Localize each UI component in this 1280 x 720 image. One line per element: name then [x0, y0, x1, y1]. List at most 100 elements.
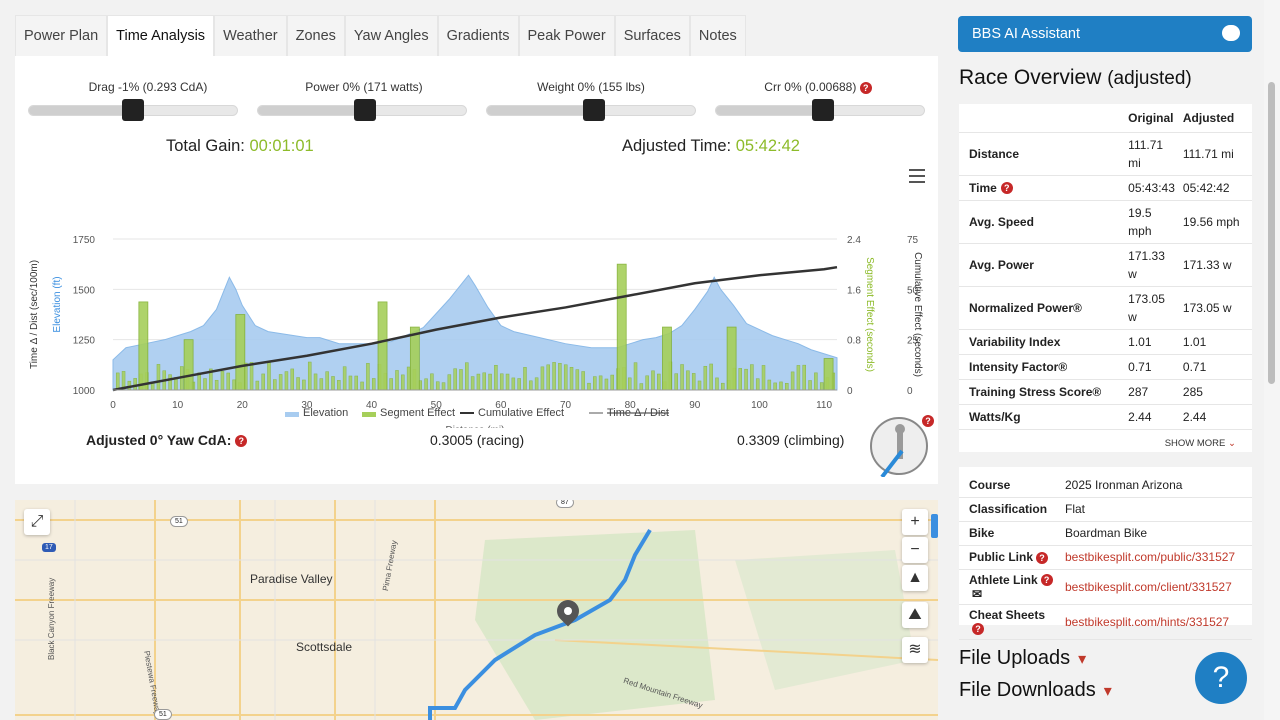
- info-row: Public Link? bestbikesplit.com/public/331…: [959, 545, 1252, 569]
- segment-effect-bar: [819, 382, 824, 391]
- crr-slider[interactable]: [715, 99, 925, 121]
- page-scrollbar[interactable]: [1264, 0, 1280, 720]
- segment-effect-bar: [319, 378, 324, 391]
- info-link[interactable]: bestbikesplit.com/public/331527: [1065, 550, 1236, 564]
- zoom-in-button[interactable]: +: [902, 509, 928, 535]
- help-icon[interactable]: ?: [859, 81, 872, 94]
- row-label: Training Stress Score®: [969, 384, 1102, 399]
- row-label-cell: Normalized Power®: [959, 286, 1124, 329]
- segment-effect-bar: [337, 380, 341, 391]
- help-icon[interactable]: ?: [1000, 182, 1013, 195]
- segment-effect-peak-bar: [409, 326, 420, 391]
- help-icon[interactable]: ?: [922, 415, 934, 427]
- power-slider[interactable]: [257, 99, 467, 121]
- segment-effect-bar: [325, 371, 329, 391]
- weight-slider-thumb[interactable]: [583, 99, 605, 121]
- crr-slider-label: Crr 0% (0.00688): [764, 80, 857, 94]
- weight-slider[interactable]: [486, 99, 696, 121]
- adjusted-value: 173.05 w: [1182, 300, 1232, 315]
- chat-icon: [1222, 25, 1240, 41]
- segment-effect-bar: [744, 368, 748, 391]
- info-link[interactable]: bestbikesplit.com/client/331527: [1065, 579, 1232, 594]
- info-label-cell: Cheat Sheets?: [959, 604, 1061, 639]
- segment-effect-bar: [755, 378, 760, 391]
- tab-gradients[interactable]: Gradients: [437, 15, 519, 56]
- segment-effect-bar: [354, 375, 359, 391]
- crr-slider-thumb[interactable]: [812, 99, 834, 121]
- segment-effect-peak-bar: [235, 314, 246, 391]
- help-icon[interactable]: ?: [972, 623, 984, 636]
- row-label-cell: Variability Index: [959, 329, 1124, 354]
- map-label-paradise-valley: Paradise Valley: [250, 572, 333, 586]
- info-label-cell: Classification: [959, 497, 1061, 521]
- y-right2-tick-label: 75: [907, 235, 919, 246]
- segment-effect-bar: [738, 368, 742, 391]
- segment-effect-bar: [226, 372, 231, 391]
- tab-power-plan[interactable]: Power Plan: [15, 15, 108, 56]
- tab-weather[interactable]: Weather: [214, 15, 287, 56]
- help-icon[interactable]: ?: [1036, 551, 1049, 564]
- info-value: 2025 Ironman Arizona: [1065, 477, 1183, 492]
- tab-notes[interactable]: Notes: [689, 15, 746, 56]
- segment-effect-bar: [802, 364, 806, 391]
- terrain-icon[interactable]: ⛰: [902, 602, 928, 628]
- legend-item: Time Δ / Dist: [607, 407, 669, 419]
- total-gain-label: Total Gain:: [166, 137, 245, 155]
- info-row: Athlete Link ? ✉ bestbikesplit.com/client/3…: [959, 569, 1252, 604]
- table-row: Watts/Kg 2.44 2.44: [959, 404, 1252, 429]
- tab-peak-power[interactable]: Peak Power: [518, 15, 615, 56]
- chart-menu-icon[interactable]: [909, 169, 925, 183]
- route-line: [428, 528, 652, 720]
- table-row: Time? 05:43:43 05:42:42: [959, 175, 1252, 200]
- adjusted-time: Adjusted Time: 05:42:42: [622, 137, 800, 156]
- tab-surfaces[interactable]: Surfaces: [614, 15, 690, 56]
- adjusted-value: 19.56 mph: [1182, 214, 1240, 229]
- info-label: Bike: [969, 526, 995, 540]
- x-tick-label: 30: [301, 400, 313, 411]
- segment-effect-bar: [459, 369, 463, 391]
- help-fab-button[interactable]: ?: [1195, 652, 1247, 704]
- segment-effect-bar: [505, 373, 510, 391]
- power-slider-thumb[interactable]: [354, 99, 376, 121]
- zoom-out-button[interactable]: −: [902, 537, 928, 563]
- segment-effect-bar: [657, 373, 661, 391]
- drag-slider-thumb[interactable]: [122, 99, 144, 121]
- info-row: Cheat Sheets? bestbikesplit.com/hints/331…: [959, 604, 1252, 639]
- info-label: Public Link: [969, 550, 1034, 564]
- yaw-rider-icon[interactable]: [870, 417, 928, 479]
- y-tick-label: 1500: [73, 285, 96, 296]
- chevron-down-icon: ⌄: [1228, 437, 1236, 449]
- scrollbar-thumb[interactable]: [1268, 82, 1275, 384]
- show-more-button[interactable]: SHOW MORE ⌄: [959, 430, 1252, 449]
- layers-icon[interactable]: ≋: [902, 637, 928, 663]
- file-uploads-toggle[interactable]: File Uploads ▾: [959, 647, 1086, 670]
- segment-effect-bar: [342, 366, 347, 391]
- map-side-handle[interactable]: [931, 514, 938, 538]
- ai-assistant-button[interactable]: BBS AI Assistant: [958, 16, 1252, 52]
- tab-time-analysis[interactable]: Time Analysis: [107, 15, 215, 56]
- mail-icon[interactable]: ✉: [972, 586, 983, 601]
- segment-effect-bar: [406, 366, 411, 391]
- file-downloads-toggle[interactable]: File Downloads ▾: [959, 679, 1112, 702]
- segment-effect-bar: [488, 373, 492, 391]
- y-right2-tick-label: 0: [907, 386, 913, 397]
- info-link[interactable]: bestbikesplit.com/hints/331527: [1065, 614, 1230, 629]
- table-row: Variability Index 1.01 1.01: [959, 329, 1252, 354]
- y-axis-label-segment: Segment Effect (seconds): [864, 257, 875, 372]
- segment-effect-bar: [465, 362, 469, 391]
- adjusted-time-value: 05:42:42: [735, 137, 800, 155]
- drag-slider[interactable]: [28, 99, 238, 121]
- fullscreen-icon[interactable]: ⤢: [24, 509, 50, 535]
- row-label: Distance: [969, 146, 1020, 161]
- route-map[interactable]: Paradise Valley Scottsdale Pima Freeway …: [15, 500, 938, 720]
- help-icon[interactable]: ?: [235, 435, 248, 448]
- info-label-cell: Course: [959, 473, 1061, 497]
- original-value: 111.71 mi: [1128, 137, 1164, 170]
- compass-icon[interactable]: ▲: [902, 565, 928, 591]
- x-tick-label: 90: [689, 400, 701, 411]
- segment-effect-bar: [115, 372, 120, 391]
- adjusted-value: 0.71: [1182, 359, 1207, 374]
- tab-yaw-angles[interactable]: Yaw Angles: [344, 15, 438, 56]
- help-icon[interactable]: ?: [1040, 574, 1053, 587]
- tab-zones[interactable]: Zones: [286, 15, 345, 56]
